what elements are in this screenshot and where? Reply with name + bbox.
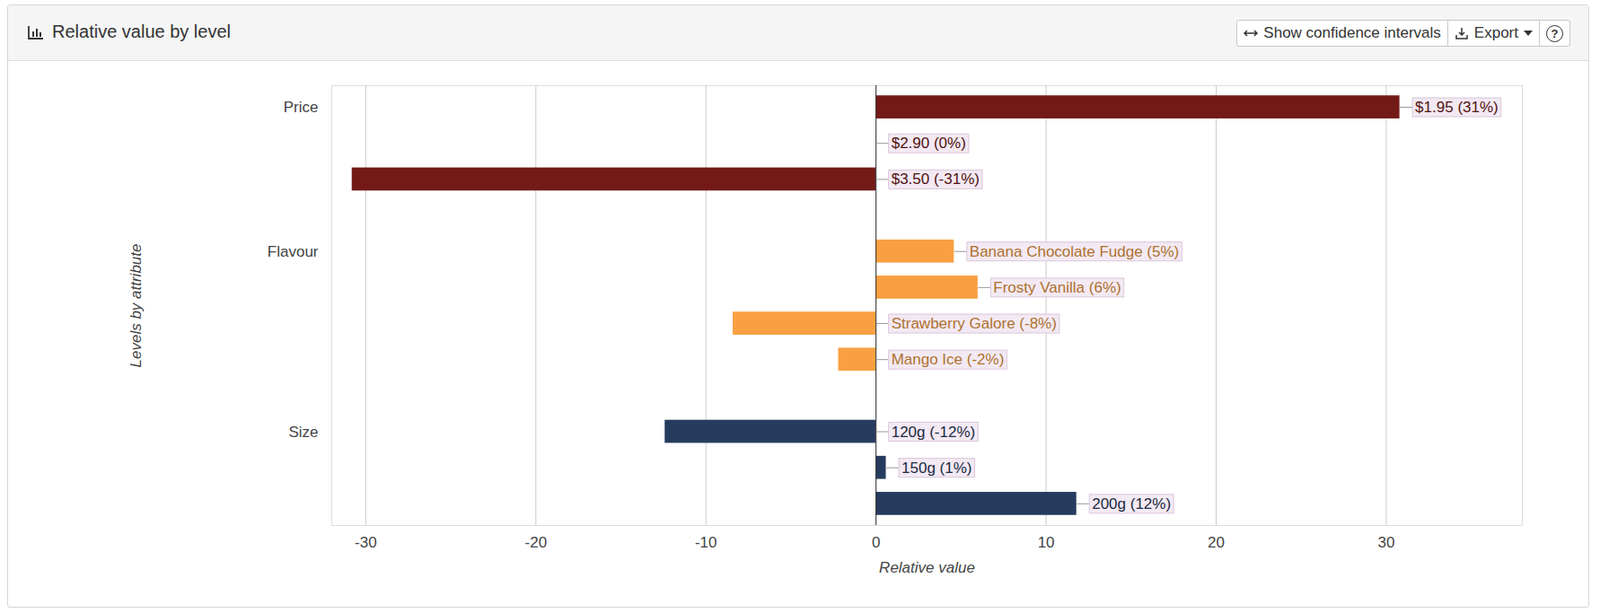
svg-text:120g (-12%): 120g (-12%) — [891, 423, 976, 441]
svg-text:Frosty Vanilla (6%): Frosty Vanilla (6%) — [993, 279, 1121, 297]
svg-text:0: 0 — [871, 534, 880, 552]
svg-text:Size: Size — [288, 423, 318, 441]
html-text:Relative value by level: Relative value by level — [52, 21, 231, 42]
svg-text:20: 20 — [1207, 534, 1225, 552]
svg-text:$2.90 (0%): $2.90 (0%) — [891, 134, 967, 152]
svg-text:$3.50 (-31%): $3.50 (-31%) — [891, 170, 980, 188]
html-text:Show confidence intervals: Show confidence intervals — [1263, 24, 1441, 42]
svg-text:10: 10 — [1037, 534, 1055, 552]
svg-text:Banana Chocolate Fudge (5%): Banana Chocolate Fudge (5%) — [969, 243, 1179, 261]
svg-text:200g (12%): 200g (12%) — [1091, 495, 1171, 513]
svg-text:-20: -20 — [525, 534, 548, 552]
svg-text:Price: Price — [283, 98, 319, 116]
svg-text:Flavour: Flavour — [267, 243, 319, 261]
svg-text:Levels by attribute: Levels by attribute — [127, 244, 145, 369]
svg-text:Relative value: Relative value — [879, 559, 976, 577]
svg-text:Mango Ice (-2%): Mango Ice (-2%) — [891, 351, 1005, 369]
svg-text:Strawberry Galore (-8%): Strawberry Galore (-8%) — [891, 315, 1057, 333]
svg-text:150g (1%): 150g (1%) — [901, 459, 972, 477]
svg-text:30: 30 — [1377, 534, 1395, 552]
svg-text:-30: -30 — [354, 534, 378, 552]
html-text:Export: Export — [1474, 24, 1519, 42]
svg-text:$1.95 (31%): $1.95 (31%) — [1415, 98, 1499, 116]
svg-text:-10: -10 — [694, 534, 718, 552]
